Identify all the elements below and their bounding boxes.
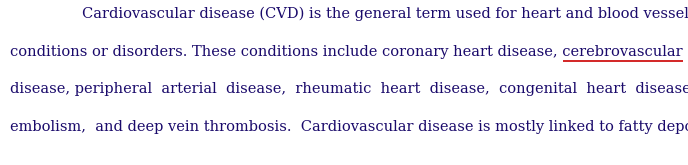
Text: embolism,  and deep vein thrombosis.  Cardiovascular disease is mostly linked to: embolism, and deep vein thrombosis. Card… [10,120,688,134]
Text: disease, peripheral  arterial  disease,  rheumatic  heart  disease,  congenital : disease, peripheral arterial disease, rh… [10,82,688,96]
Text: Cardiovascular disease (CVD) is the general term used for heart and blood vessel: Cardiovascular disease (CVD) is the gene… [45,7,688,21]
Text: conditions or disorders. These conditions include coronary heart disease, cerebr: conditions or disorders. These condition… [10,45,683,59]
